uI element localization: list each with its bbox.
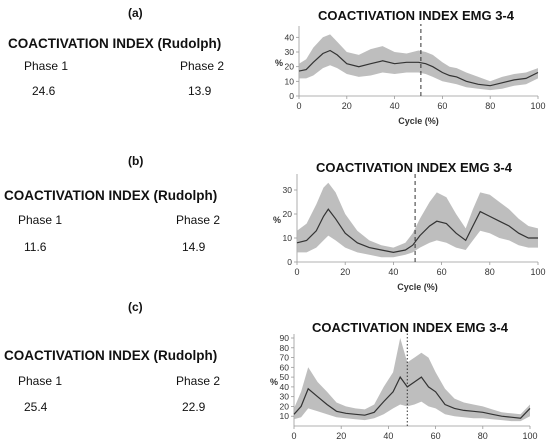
y-tick-label: 90: [280, 333, 290, 343]
x-tick-label: 100: [530, 267, 545, 277]
std-band: [297, 182, 538, 258]
y-tick-label: 30: [283, 185, 293, 195]
x-tick-label: 20: [336, 431, 346, 441]
y-tick-label: 20: [285, 62, 295, 72]
panel-a: (a) COACTIVATION INDEX (Rudolph) Phase 1…: [0, 0, 550, 148]
x-tick-label: 60: [437, 267, 447, 277]
panel-label: (b): [128, 154, 144, 168]
x-axis-label: Cycle (%): [398, 116, 439, 126]
y-tick-label: 30: [280, 392, 290, 402]
phase-2-label: Phase 2: [176, 374, 221, 388]
x-axis-label: Cycle (%): [397, 282, 438, 292]
y-axis-label: %: [275, 58, 283, 68]
phase-1-label: Phase 1: [18, 374, 63, 388]
phase-1-label: Phase 1: [18, 213, 63, 227]
panel-label: (a): [128, 6, 143, 20]
phase-1-value: 24.6: [32, 84, 56, 98]
y-tick-label: 20: [283, 209, 293, 219]
coactivation-index-title: COACTIVATION INDEX (Rudolph): [8, 36, 222, 51]
mean-line: [298, 49, 539, 87]
x-tick-label: 0: [294, 267, 299, 277]
x-tick-label: 60: [431, 431, 441, 441]
x-tick-label: 60: [437, 101, 447, 111]
x-tick-label: 0: [291, 431, 296, 441]
panel-label: (c): [128, 300, 143, 314]
phase-1-value: 25.4: [24, 400, 48, 414]
y-tick-label: 60: [280, 362, 290, 372]
y-tick-label: 30: [285, 47, 295, 57]
y-tick-label: 40: [285, 32, 295, 42]
phase-2-label: Phase 2: [176, 213, 221, 227]
x-tick-label: 80: [485, 267, 495, 277]
y-tick-label: 20: [280, 401, 290, 411]
std-band: [294, 338, 530, 422]
chart-c: 020406080100102030405060708090Cycle (%)%: [270, 332, 538, 447]
y-tick-label: 40: [280, 382, 290, 392]
y-tick-label: 0: [287, 257, 292, 267]
phase-1-value: 11.6: [24, 240, 47, 254]
x-tick-label: 80: [485, 101, 495, 111]
y-tick-label: 10: [283, 233, 293, 243]
y-tick-label: 80: [280, 343, 290, 353]
x-tick-label: 40: [390, 101, 400, 111]
chart-title: COACTIVATION INDEX EMG 3-4: [318, 8, 514, 23]
x-tick-label: 0: [296, 101, 301, 111]
phase-2-value: 13.9: [188, 84, 212, 98]
x-tick-label: 40: [388, 267, 398, 277]
phase-2-value: 22.9: [182, 400, 206, 414]
chart-title: COACTIVATION INDEX EMG 3-4: [316, 160, 512, 175]
y-tick-label: 10: [285, 76, 295, 86]
x-tick-label: 100: [522, 431, 537, 441]
coactivation-index-title: COACTIVATION INDEX (Rudolph): [4, 188, 218, 203]
y-tick-label: 10: [280, 411, 290, 421]
panel-c: (c) COACTIVATION INDEX (Rudolph) Phase 1…: [0, 296, 550, 447]
phase-1-label: Phase 1: [24, 59, 69, 73]
chart-title: COACTIVATION INDEX EMG 3-4: [312, 320, 508, 335]
x-tick-label: 20: [340, 267, 350, 277]
coactivation-index-title: COACTIVATION INDEX (Rudolph): [4, 348, 218, 363]
phase-2-value: 14.9: [182, 240, 206, 254]
mean-line: [296, 208, 538, 254]
y-axis-label: %: [270, 377, 278, 387]
y-tick-label: 70: [280, 353, 290, 363]
chart-b: 0 20 40 60 80 100 0 10 20 30 Cycle (%)%: [273, 172, 546, 292]
panel-b: (b) COACTIVATION INDEX (Rudolph) Phase 1…: [0, 148, 550, 296]
x-tick-label: 80: [478, 431, 488, 441]
y-tick-label: 50: [280, 372, 290, 382]
x-tick-label: 40: [383, 431, 393, 441]
chart-a: 0 20 40 60 80 100 0 10 20 30 40 Cycle (%)%: [275, 24, 546, 126]
x-tick-label: 100: [530, 101, 545, 111]
phase-2-label: Phase 2: [180, 59, 225, 73]
y-tick-label: 0: [289, 91, 294, 101]
y-axis-label: %: [273, 215, 281, 225]
mean-line: [293, 375, 531, 419]
x-tick-label: 20: [342, 101, 352, 111]
